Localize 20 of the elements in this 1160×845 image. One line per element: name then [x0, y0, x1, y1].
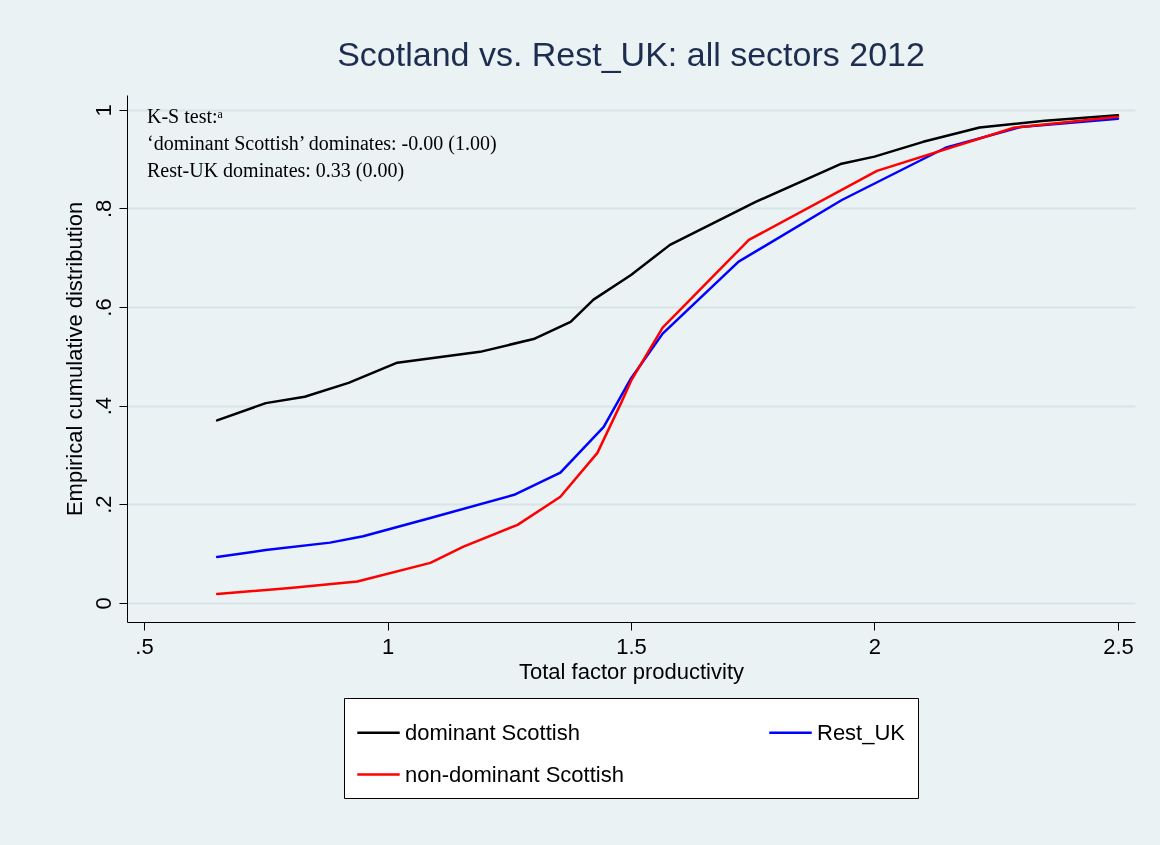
x-axis-title: Total factor productivity [519, 658, 744, 684]
y-tick-label: 0 [90, 597, 116, 610]
annotation: K-S test:ᵃ [147, 105, 224, 127]
x-tick-label: .5 [135, 633, 154, 659]
legend-label: non-dominant Scottish [405, 761, 624, 787]
x-tick-label: 1.5 [616, 633, 647, 659]
x-tick-label: 2.5 [1103, 633, 1134, 659]
y-tick-label: .2 [90, 495, 116, 514]
chart-title: Scotland vs. Rest_UK: all sectors 2012 [337, 35, 925, 73]
y-tick-label: 1 [90, 104, 116, 117]
x-tick-label: 2 [868, 633, 882, 659]
y-tick-label: .6 [90, 298, 116, 317]
annotation: Rest-UK dominates: 0.33 (0.00) [147, 159, 405, 182]
legend-label: Rest_UK [817, 719, 906, 745]
y-axis-title: Empirical cumulative distribution [61, 201, 87, 517]
annotation: ‘dominant Scottish’ dominates: -0.00 (1.00) [147, 132, 497, 155]
legend-label: dominant Scottish [405, 719, 580, 745]
y-tick-label: .4 [90, 396, 116, 416]
y-tick-label: .8 [90, 199, 116, 219]
x-tick-label: 1 [381, 633, 395, 659]
